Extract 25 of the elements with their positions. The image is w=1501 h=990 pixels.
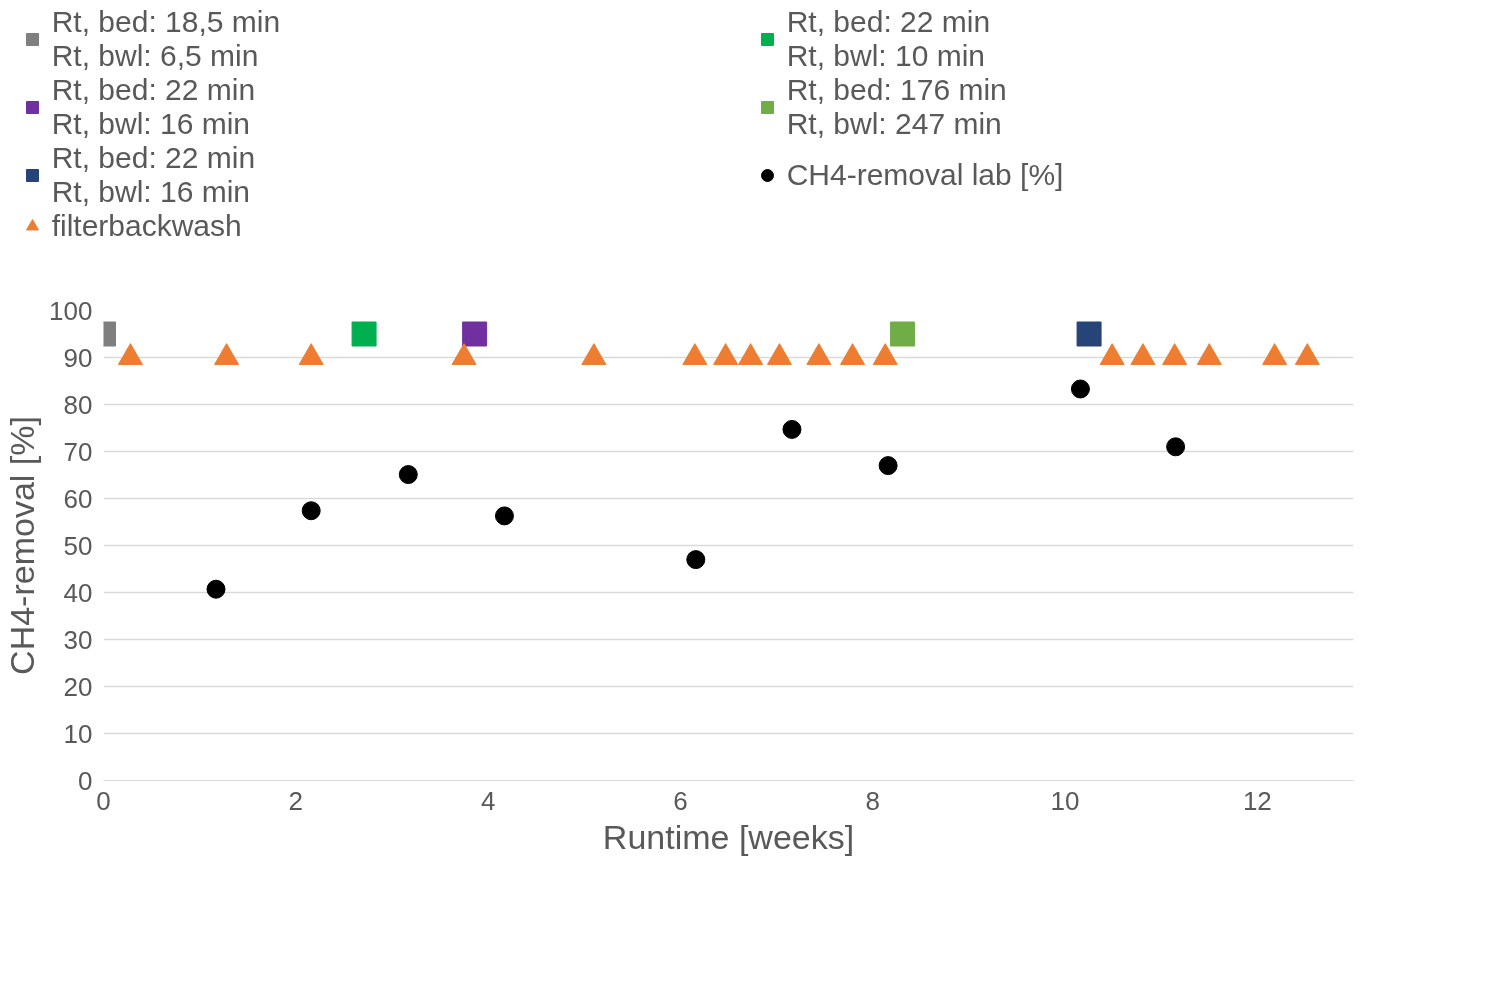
x-tick-label: 2 bbox=[288, 785, 304, 816]
y-tick-label: 10 bbox=[63, 718, 93, 749]
legend-label: Rt, bed: 22 min Rt, bwl: 16 min bbox=[51, 73, 257, 141]
legend-label: Rt, bed: 18,5 min Rt, bwl: 6,5 min bbox=[51, 5, 282, 73]
x-tick-label: 10 bbox=[1050, 785, 1080, 816]
y-tick-label: 40 bbox=[63, 577, 93, 608]
y-tick-label: 70 bbox=[63, 436, 93, 467]
y-tick-label: 60 bbox=[63, 483, 93, 514]
y-tick-label: 90 bbox=[63, 342, 93, 373]
x-axis-title: Runtime [weeks] bbox=[602, 817, 855, 856]
legend-label: CH4-removal lab [%] bbox=[786, 158, 1065, 192]
y-tick-label: 100 bbox=[49, 295, 93, 326]
legend-label: Rt, bed: 22 min Rt, bwl: 10 min bbox=[786, 5, 992, 73]
y-tick-label: 20 bbox=[63, 671, 93, 702]
x-tick-label: 6 bbox=[673, 785, 688, 816]
y-axis-title: CH4-removal [%] bbox=[3, 416, 42, 675]
y-tick-label: 50 bbox=[63, 530, 93, 561]
legend-label: Rt, bed: 176 min Rt, bwl: 247 min bbox=[786, 73, 1008, 141]
y-tick-label: 80 bbox=[63, 389, 93, 420]
x-tick-label: 8 bbox=[865, 785, 880, 816]
legend-label: filterbackwash bbox=[51, 209, 243, 243]
x-tick-label: 12 bbox=[1242, 785, 1272, 816]
y-tick-label: 30 bbox=[63, 624, 93, 655]
y-tick-label: 0 bbox=[78, 765, 93, 796]
x-tick-label: 4 bbox=[480, 785, 496, 816]
